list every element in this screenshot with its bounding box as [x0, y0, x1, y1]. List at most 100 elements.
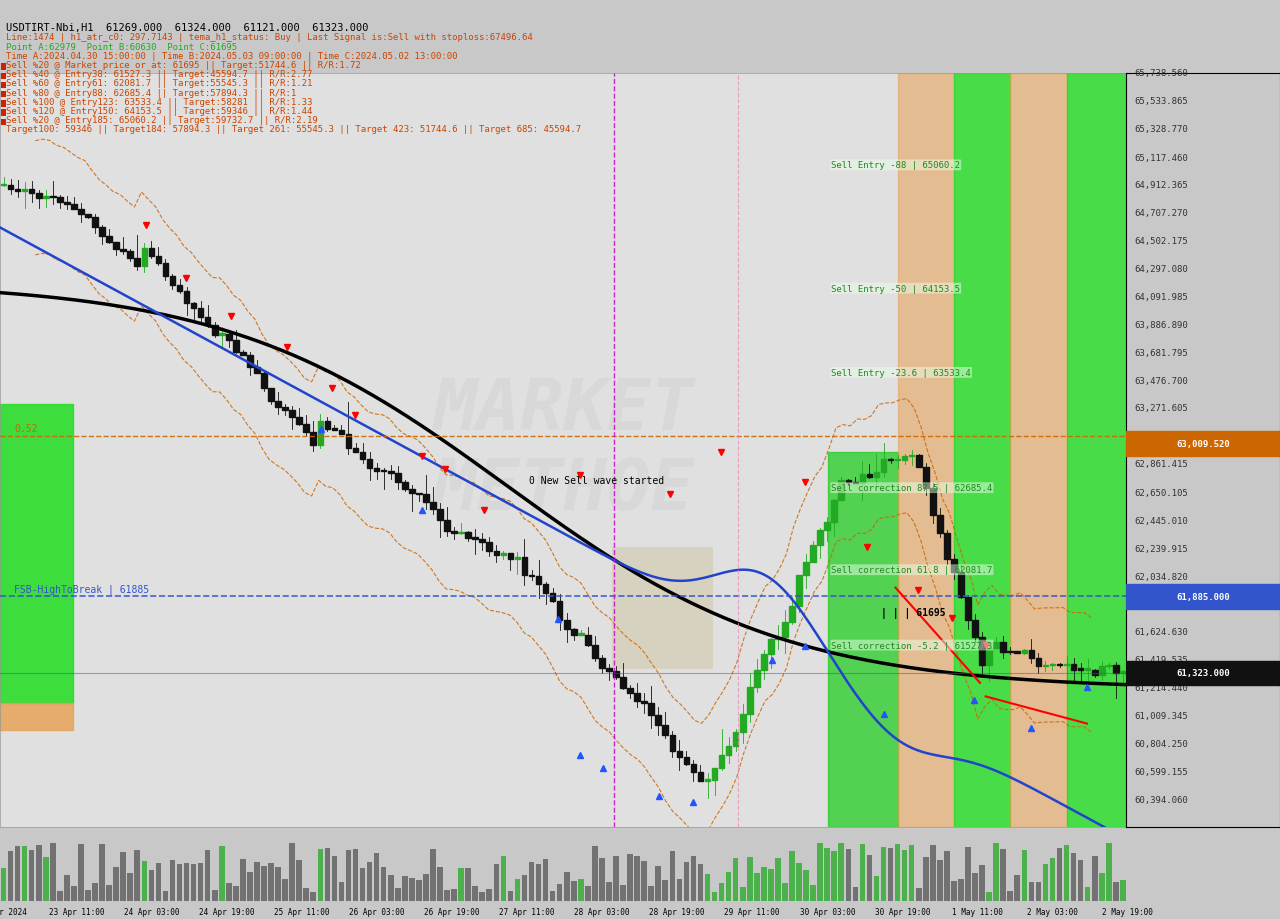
Text: 63,066.510: 63,066.510	[1134, 432, 1188, 441]
Bar	[810, 545, 815, 562]
Bar	[198, 309, 204, 318]
Bar	[733, 858, 739, 901]
Bar	[557, 884, 562, 901]
Bar	[430, 849, 435, 901]
Text: 60,599.155: 60,599.155	[1134, 767, 1188, 776]
Bar	[846, 481, 851, 482]
Bar	[838, 843, 844, 901]
Bar	[289, 411, 294, 417]
Bar	[1126, 661, 1280, 686]
Bar	[0, 404, 73, 703]
Bar	[612, 547, 713, 669]
Bar	[92, 218, 97, 228]
Text: Sell %60 @ Entry61: 62081.7 || Target:55545.3 || R/R:1.21: Sell %60 @ Entry61: 62081.7 || Target:55…	[6, 79, 312, 88]
Bar	[402, 482, 407, 490]
Bar	[1106, 665, 1111, 666]
Bar	[1057, 664, 1062, 665]
Bar	[874, 472, 879, 478]
Bar	[529, 862, 534, 901]
Bar	[987, 648, 992, 665]
Bar	[36, 194, 41, 199]
Text: Sell %100 @ Entry123: 63533.4 || Target:58281 || R/R:1.33: Sell %100 @ Entry123: 63533.4 || Target:…	[6, 97, 312, 107]
Bar	[212, 890, 218, 901]
Bar	[381, 471, 387, 472]
Text: 61,419.535: 61,419.535	[1134, 655, 1188, 664]
Text: Sell correction 87.5 | 62685.4: Sell correction 87.5 | 62685.4	[831, 483, 992, 493]
Bar	[719, 883, 724, 901]
Bar	[782, 883, 787, 901]
Bar	[424, 494, 429, 503]
Bar	[360, 868, 365, 901]
Bar	[269, 863, 274, 901]
Bar	[1085, 669, 1091, 670]
Text: 27 Apr 11:00: 27 Apr 11:00	[499, 907, 554, 916]
Bar	[128, 873, 133, 901]
Bar	[64, 203, 69, 205]
Bar	[1007, 891, 1012, 901]
Text: 64,502.175: 64,502.175	[1134, 237, 1188, 246]
Bar	[959, 879, 964, 901]
Text: 61,214.440: 61,214.440	[1134, 684, 1188, 692]
Bar	[486, 889, 492, 901]
Bar	[92, 883, 97, 901]
Text: 65,533.865: 65,533.865	[1134, 96, 1188, 106]
Bar	[170, 277, 175, 286]
Bar	[472, 538, 477, 539]
Bar	[205, 318, 210, 326]
Bar	[993, 642, 998, 648]
Bar	[818, 843, 823, 901]
Bar	[261, 374, 266, 389]
Bar	[571, 629, 576, 635]
Bar	[931, 845, 936, 901]
Bar	[824, 523, 829, 530]
Text: 26 Apr 03:00: 26 Apr 03:00	[349, 907, 404, 916]
Bar	[810, 885, 815, 901]
Bar	[1064, 664, 1069, 665]
Bar	[719, 755, 724, 768]
Text: 29 Apr 11:00: 29 Apr 11:00	[724, 907, 780, 916]
Bar	[945, 534, 950, 560]
Bar	[979, 638, 984, 665]
Bar	[669, 852, 675, 901]
Bar	[543, 859, 548, 901]
Bar	[191, 864, 196, 901]
Text: 65,328.770: 65,328.770	[1134, 125, 1188, 134]
Text: Time A:2024.04.30 15:00:00 | Time B:2024.05.03 09:00:00 | Time C:2024.05.02 13:0: Time A:2024.04.30 15:00:00 | Time B:2024…	[6, 51, 458, 61]
Bar	[867, 474, 872, 478]
Bar	[1092, 856, 1097, 901]
Bar	[691, 764, 696, 772]
Bar	[1021, 850, 1027, 901]
Bar	[923, 857, 928, 901]
Bar	[219, 846, 224, 901]
Bar	[641, 861, 646, 901]
Bar	[1057, 848, 1062, 901]
Bar	[705, 779, 710, 781]
Bar	[134, 850, 140, 901]
Bar	[1114, 665, 1119, 674]
Bar	[543, 584, 548, 594]
Bar	[438, 868, 443, 901]
Bar	[458, 868, 463, 901]
Text: USDTIRT-Nbi,H1  61269.000  61324.000  61121.000  61323.000: USDTIRT-Nbi,H1 61269.000 61324.000 61121…	[6, 23, 369, 33]
Bar	[480, 891, 485, 901]
Bar	[1100, 873, 1105, 901]
Bar	[15, 190, 20, 191]
Bar	[1126, 432, 1280, 457]
Text: Sell %120 @ Entry150: 64153.5 || Target:59346 || R/R:1.44: Sell %120 @ Entry150: 64153.5 || Target:…	[6, 107, 312, 116]
Bar	[585, 886, 590, 901]
Bar	[1036, 882, 1041, 901]
Text: 23 Apr 11:00: 23 Apr 11:00	[49, 907, 104, 916]
Bar	[832, 851, 837, 901]
Bar	[353, 849, 358, 901]
Bar	[494, 551, 499, 555]
Bar	[895, 845, 900, 901]
Bar	[325, 422, 330, 430]
Bar	[500, 857, 506, 901]
Bar	[874, 877, 879, 901]
Text: 61,624.630: 61,624.630	[1134, 628, 1188, 637]
Bar	[818, 530, 823, 545]
Bar	[255, 862, 260, 901]
Bar	[381, 867, 387, 901]
Text: Line:1474 | h1_atr_c0: 297.7143 | tema_h1_status: Buy | Last Signal is:Sell with: Line:1474 | h1_atr_c0: 297.7143 | tema_h…	[6, 33, 534, 42]
Text: Sell correction -5.2 | 61527.3: Sell correction -5.2 | 61527.3	[831, 641, 992, 650]
